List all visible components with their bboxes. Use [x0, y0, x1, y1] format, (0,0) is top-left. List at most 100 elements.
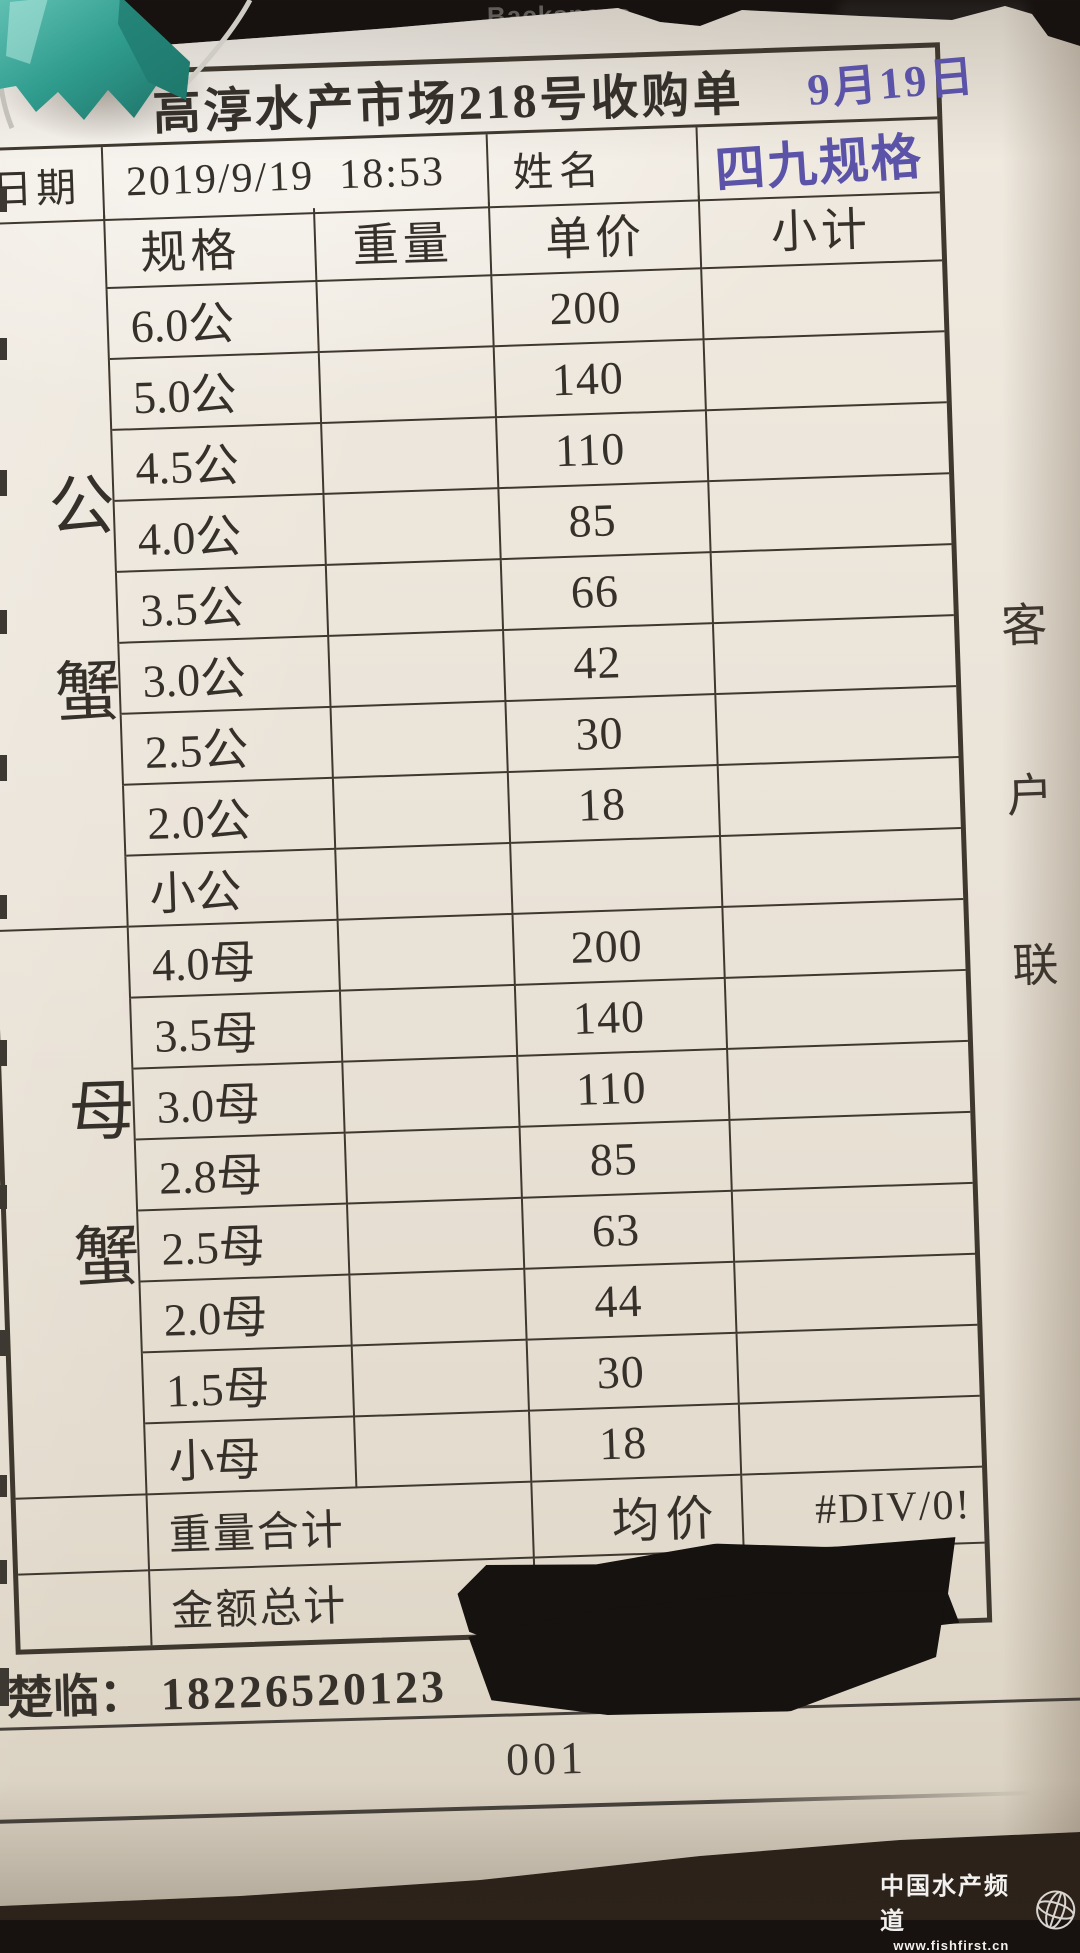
- spec-cell: 4.5公: [112, 423, 325, 502]
- spec-cell: 2.0公: [124, 778, 337, 857]
- weight-cell: [317, 276, 495, 354]
- subtotal-cell: [730, 1112, 973, 1192]
- row-label-spacer: [0, 359, 113, 436]
- contact-line: 楚临： 18226520123: [6, 1650, 448, 1728]
- receipt-table: 高淳水产市场218号收购单 9月19日 日期 2019/9/19 18:53 姓…: [0, 42, 1062, 1655]
- spec-cell: 3.5公: [116, 565, 330, 644]
- weight-cell: [348, 1198, 526, 1276]
- spec-cell: 3.5母: [131, 991, 344, 1070]
- spec-cell: 5.0公: [109, 353, 323, 431]
- row-label-spacer: [0, 998, 134, 1074]
- weight-cell: [336, 843, 514, 921]
- spec-cell: 小母: [145, 1417, 358, 1496]
- watermark: 中国水产频道 www.fishfirst.cn: [880, 1866, 1080, 1953]
- unit-price-cell: 140: [515, 978, 729, 1057]
- header-unit-price: 单价: [489, 195, 703, 277]
- unit-price-cell: 18: [529, 1404, 743, 1483]
- edge-fragment: [0, 895, 7, 919]
- weight-cell: [345, 1127, 523, 1205]
- header-spec: 规格: [105, 208, 318, 290]
- weight-cell: [329, 631, 507, 708]
- unit-price-cell: 30: [527, 1333, 740, 1412]
- edge-fragment: [0, 1330, 7, 1356]
- subtotal-cell: [706, 403, 950, 483]
- subtotal-cell: [702, 261, 945, 341]
- weight-cell: [326, 560, 505, 637]
- edge-fragment: [0, 1185, 7, 1209]
- unit-price-cell: 42: [504, 624, 717, 703]
- subtotal-cell: [725, 970, 968, 1050]
- edge-fragment: [0, 470, 7, 496]
- clip-highlight: [6, 0, 48, 64]
- edge-fragment: [0, 1475, 7, 1497]
- header-weight: 重量: [314, 202, 493, 283]
- subtotal-cell: [735, 1254, 978, 1334]
- spec-cell: 4.0母: [128, 920, 341, 999]
- subtotal-cell: [737, 1325, 980, 1405]
- weight-total-label-cell: 重量合计: [147, 1482, 535, 1572]
- unit-price-cell: [511, 836, 724, 915]
- spec-cell: 4.0公: [114, 494, 327, 573]
- subtotal-cell: [728, 1041, 971, 1121]
- edge-fragment: [0, 1668, 9, 1706]
- spec-cell: 2.0母: [140, 1275, 353, 1354]
- subtotal-cell: [711, 545, 954, 625]
- weight-cell: [340, 985, 519, 1063]
- weight-cell: [350, 1269, 528, 1347]
- weight-cell: [333, 772, 512, 850]
- female-crab-side-label: 母蟹: [57, 1074, 141, 1369]
- weight-cell: [322, 418, 500, 495]
- watermark-url: www.fishfirst.cn: [893, 1938, 1010, 1953]
- unit-price-cell: 44: [525, 1262, 738, 1341]
- spec-cell: 小公: [126, 849, 339, 928]
- unit-price-cell: 18: [508, 766, 722, 844]
- weight-cell: [338, 914, 516, 992]
- binder-clip: [0, 0, 253, 129]
- edge-fragment: [0, 1040, 7, 1066]
- unit-price-cell: 85: [520, 1120, 733, 1199]
- weight-cell: [331, 702, 509, 779]
- clip-wire-icon: [182, 0, 253, 88]
- handwritten-name: 四九规格: [713, 128, 925, 199]
- subtotal-cell: [716, 687, 959, 767]
- page-number: 001: [505, 1731, 588, 1786]
- weight-cell: [319, 347, 498, 424]
- spec-cell: 2.5公: [121, 707, 334, 786]
- unit-price-cell: 110: [518, 1049, 731, 1128]
- spec-cell: 3.0母: [133, 1062, 346, 1141]
- unit-price-cell: 140: [494, 340, 707, 419]
- row-label-spacer: [0, 927, 132, 1003]
- spec-cell: 2.5母: [138, 1204, 351, 1283]
- row-label-spacer: [0, 289, 110, 365]
- spec-cell: 2.8母: [135, 1133, 349, 1212]
- unit-price-cell: 200: [492, 269, 705, 348]
- row-label-spacer: [15, 1495, 151, 1576]
- weight-cell: [324, 489, 502, 566]
- subtotal-cell: [713, 616, 957, 696]
- globe-icon: [1035, 1889, 1075, 1930]
- edge-fragment: [0, 338, 7, 360]
- subtotal-cell: [709, 474, 952, 554]
- row-label-spacer: [18, 1571, 153, 1650]
- edge-fragment: [0, 610, 7, 634]
- subtotal-cell: [739, 1396, 983, 1476]
- subtotal-cell: [704, 332, 947, 412]
- watermark-brand: 中国水产频道: [880, 1873, 1010, 1935]
- unit-price-cell: 63: [522, 1191, 736, 1270]
- row-label-spacer: [13, 1424, 148, 1500]
- unit-price-cell: 66: [501, 553, 714, 632]
- male-crab-side-label: 公蟹: [37, 470, 123, 845]
- weight-cell: [343, 1056, 521, 1134]
- spec-cell: 6.0公: [107, 282, 320, 360]
- weight-cell: [352, 1340, 530, 1418]
- weight-cell: [355, 1411, 533, 1489]
- paper-shadow-right: [1002, 6, 1080, 1906]
- subtotal-cell: [721, 829, 964, 908]
- subtotal-cell: [732, 1183, 976, 1263]
- unit-price-cell: 110: [497, 411, 710, 490]
- handwritten-name-cell: 四九规格: [697, 119, 940, 202]
- spec-cell: 3.0公: [119, 636, 332, 715]
- row-label-spacer: [0, 856, 129, 933]
- subtotal-cell: [723, 899, 966, 979]
- edge-fragment: [0, 188, 7, 212]
